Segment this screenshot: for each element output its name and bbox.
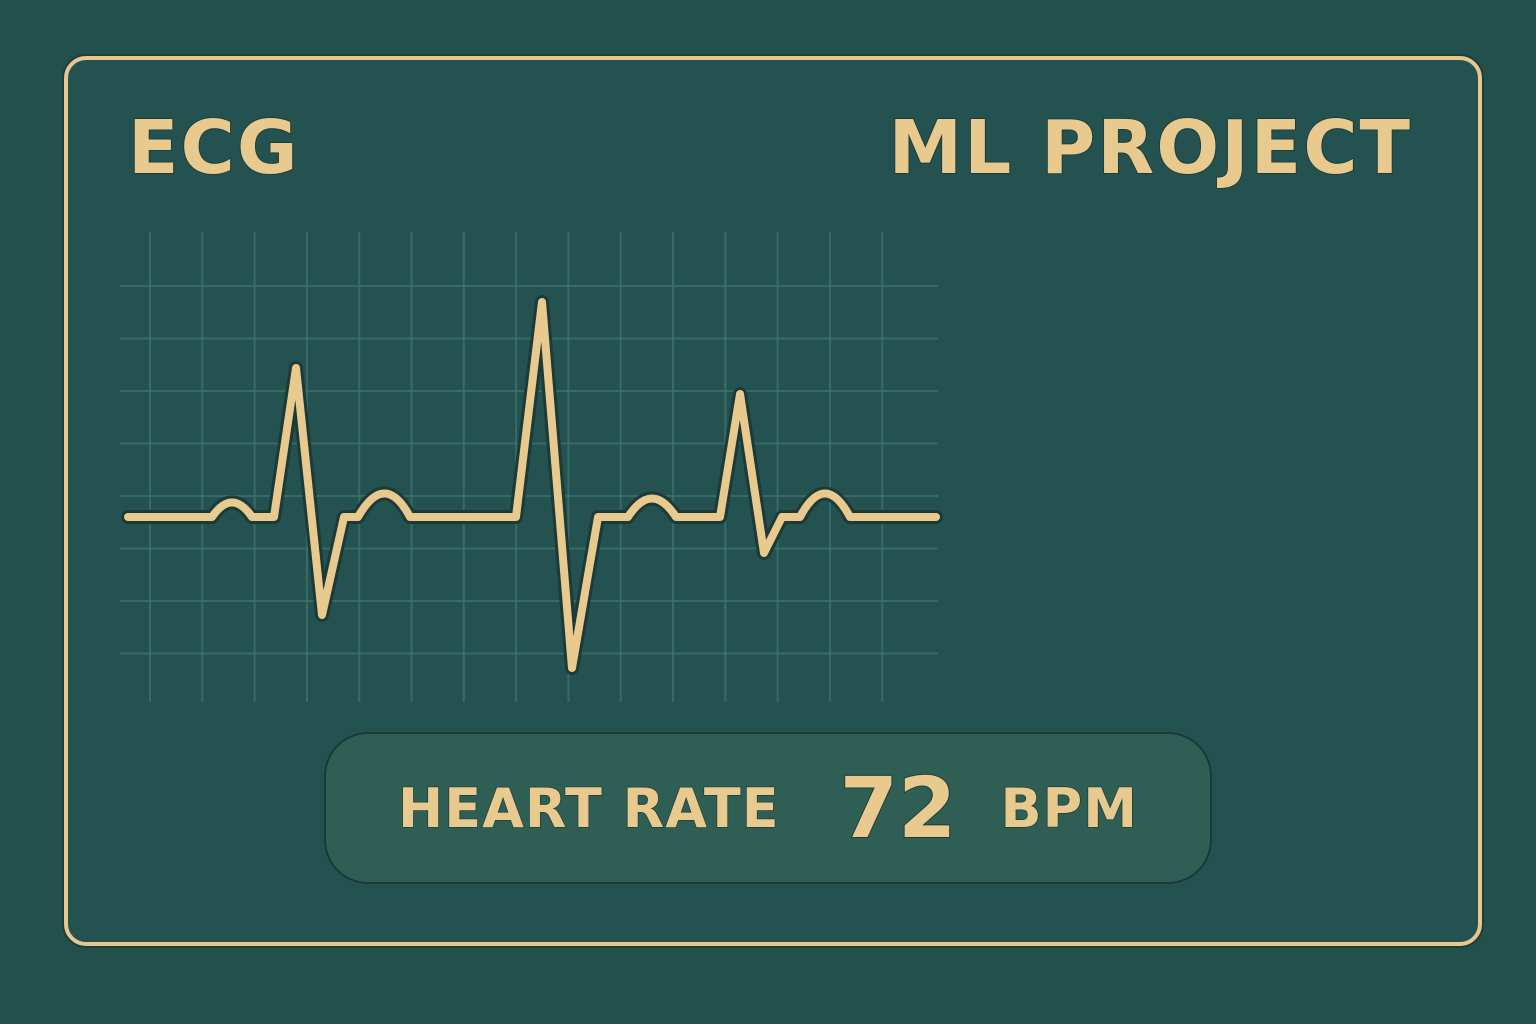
heart-rate-panel: HEART RATE 72 BPM (324, 732, 1212, 884)
heart-rate-unit: BPM (1000, 776, 1138, 841)
ecg-title: ECG (127, 104, 300, 192)
heart-rate-value: 72 (839, 758, 958, 858)
project-title: ML PROJECT (887, 104, 1412, 192)
heart-rate-label: HEART RATE (397, 776, 780, 841)
ecg-trace (124, 298, 940, 672)
